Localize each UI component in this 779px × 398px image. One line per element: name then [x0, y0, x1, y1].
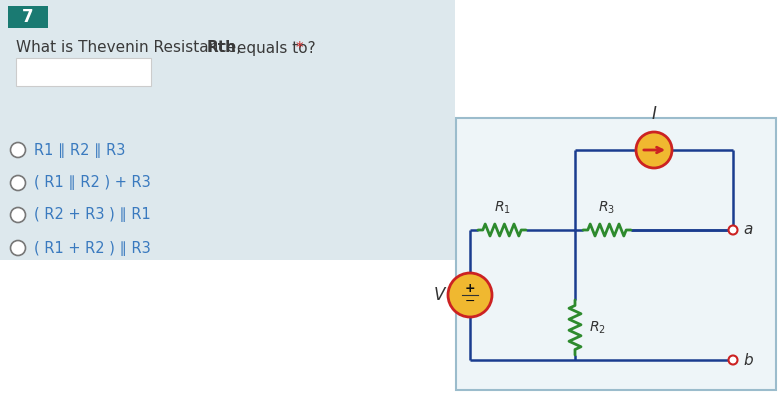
FancyBboxPatch shape: [8, 6, 48, 28]
Text: +: +: [465, 281, 475, 295]
Text: *: *: [296, 41, 304, 55]
FancyBboxPatch shape: [16, 58, 151, 86]
Text: R1 ∥ R2 ∥ R3: R1 ∥ R2 ∥ R3: [34, 142, 125, 158]
Circle shape: [10, 176, 26, 191]
Text: $b$: $b$: [743, 352, 754, 368]
Text: Rth: Rth: [207, 41, 237, 55]
Text: $I$: $I$: [650, 105, 657, 123]
Circle shape: [10, 207, 26, 222]
FancyBboxPatch shape: [456, 118, 776, 390]
Text: ( R1 ∥ R2 ) + R3: ( R1 ∥ R2 ) + R3: [34, 176, 151, 191]
FancyBboxPatch shape: [0, 0, 455, 260]
Circle shape: [728, 226, 738, 234]
Text: $R_3$: $R_3$: [598, 200, 615, 216]
Text: $R_2$: $R_2$: [589, 319, 606, 336]
Text: ( R1 + R2 ) ∥ R3: ( R1 + R2 ) ∥ R3: [34, 240, 151, 256]
Text: 7: 7: [22, 8, 33, 26]
Circle shape: [10, 240, 26, 256]
Text: $V$: $V$: [433, 286, 447, 304]
Text: $a$: $a$: [743, 222, 753, 238]
Circle shape: [448, 273, 492, 317]
Circle shape: [636, 132, 672, 168]
Text: $R_1$: $R_1$: [494, 200, 510, 216]
Text: −: −: [465, 295, 475, 308]
Text: equals to?: equals to?: [232, 41, 320, 55]
Text: What is Thevenin Resistance,: What is Thevenin Resistance,: [16, 41, 246, 55]
Circle shape: [10, 142, 26, 158]
Circle shape: [728, 355, 738, 365]
Text: ( R2 + R3 ) ∥ R1: ( R2 + R3 ) ∥ R1: [34, 207, 151, 222]
